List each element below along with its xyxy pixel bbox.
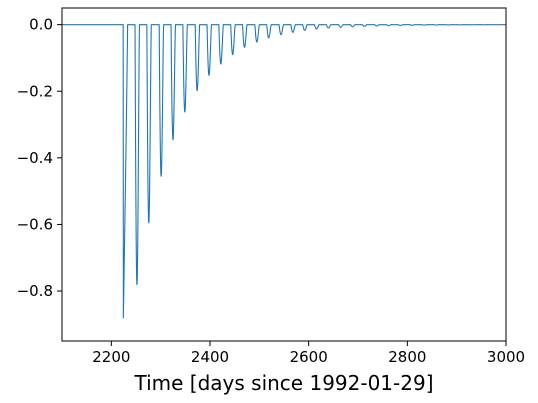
- x-tick-label: 2600: [290, 348, 328, 366]
- x-axis-label: Time [days since 1992-01-29]: [133, 371, 433, 395]
- y-tick-label: −0.4: [17, 149, 53, 167]
- x-tick-label: 2200: [92, 348, 130, 366]
- x-tick-label: 2400: [191, 348, 229, 366]
- x-tick-label: 3000: [487, 348, 525, 366]
- y-tick-label: −0.2: [17, 82, 53, 100]
- y-tick-label: 0.0: [29, 16, 53, 34]
- y-tick-label: −0.8: [17, 282, 53, 300]
- y-tick-label: −0.6: [17, 215, 53, 233]
- x-tick-label: 2800: [388, 348, 426, 366]
